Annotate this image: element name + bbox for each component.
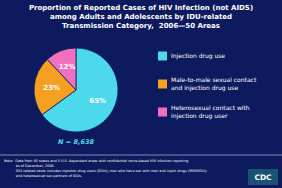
note: Note: Data from 45 states and 5 U.S. dep… [4, 159, 207, 178]
chart: Proportion of Reported Cases of HIV Infe… [0, 0, 282, 188]
data-label: 65% [89, 97, 106, 105]
separator [0, 155, 282, 156]
legend-swatch [158, 80, 167, 89]
background [0, 0, 282, 188]
note-line: Note: Data from 45 states and 5 U.S. dep… [4, 159, 188, 163]
data-labels: 65% 23% 12% [43, 63, 106, 105]
title-line: among Adults and Adolescents by IDU-rela… [50, 13, 232, 21]
legend-label: Heterosexual contact withinjection drug … [171, 104, 250, 120]
legend-label-line: injection drug user [171, 112, 228, 120]
pie [34, 48, 118, 132]
note-line: as of December, 2006. [4, 164, 55, 168]
legend-label-line: Male-to-male sexual contact [171, 76, 257, 83]
title-line: Transmission Category, 2006—50 Areas [62, 22, 220, 30]
legend-label: Male-to-male sexual contactand injection… [171, 76, 257, 92]
legend-label-line: Heterosexual contact with [171, 104, 250, 111]
legend-label-line: Injection drug use [171, 52, 225, 60]
legend-swatch [158, 108, 167, 117]
legend-label: Injection drug use [171, 52, 225, 60]
note-line: and heterosexual sex partners of IDUs. [4, 174, 82, 178]
logo-text: CDC [254, 173, 272, 182]
legend-swatch [158, 52, 167, 61]
n-label: N = 8,638 [58, 138, 94, 146]
data-label: 12% [59, 63, 76, 71]
title-line: Proportion of Reported Cases of HIV Infe… [29, 4, 253, 12]
legend: Injection drug use Male-to-male sexual co… [158, 52, 257, 120]
note-line: IDU-related cases includes injection dru… [4, 169, 207, 173]
pie-slice [42, 48, 118, 132]
logo-box [248, 169, 278, 185]
legend-label-line: and injection drug use [171, 84, 238, 92]
title: Proportion of Reported Cases of HIV Infe… [29, 4, 253, 30]
data-label: 23% [43, 84, 60, 92]
